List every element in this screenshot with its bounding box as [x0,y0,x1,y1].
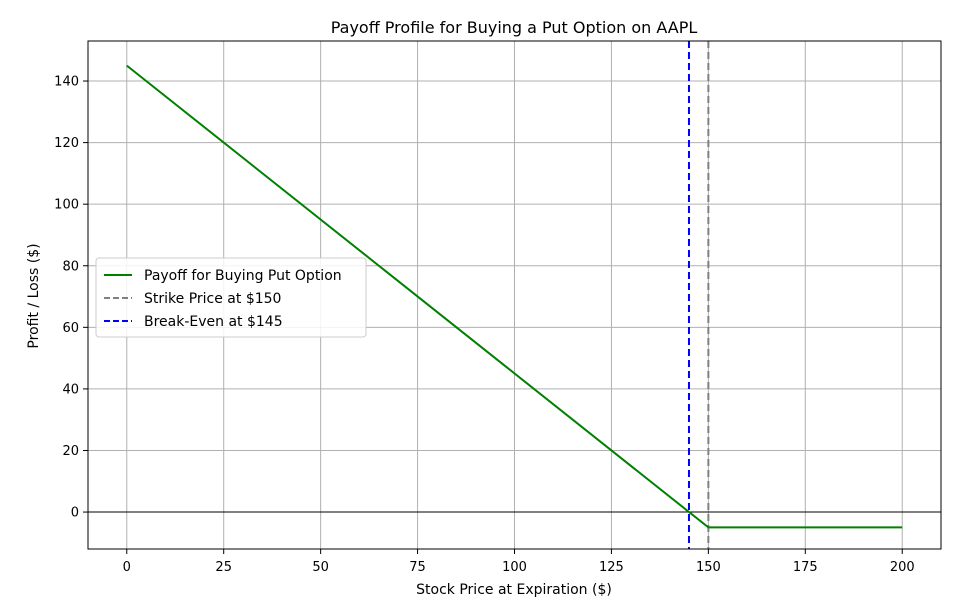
y-tick-label: 60 [62,321,79,336]
x-axis-ticks: 0 25 50 75 100 125 150 175 200 [123,549,915,575]
y-tick-label: 140 [54,75,79,90]
y-tick-label: 20 [62,444,79,459]
y-tick-label: 0 [71,506,79,521]
y-tick-label: 80 [62,259,79,274]
x-tick-label: 150 [696,560,721,575]
x-tick-label: 125 [599,560,624,575]
legend-entry-label: Break-Even at $145 [144,314,283,330]
legend-box [95,257,367,338]
x-tick-label: 0 [123,560,131,575]
legend: Payoff for Buying Put Option Strike Price… [95,257,367,338]
y-tick-label: 120 [54,136,79,151]
series-lines [126,64,903,529]
x-axis-label: Stock Price at Expiration ($) [416,582,612,598]
chart-title: Payoff Profile for Buying a Put Option o… [331,18,698,37]
y-axis-label: Profit / Loss ($) [26,243,42,348]
x-tick-label: 200 [890,560,915,575]
y-tick-label: 100 [54,198,79,213]
legend-entry-label: Payoff for Buying Put Option [144,268,342,284]
y-tick-label: 40 [62,382,79,397]
y-axis-ticks: 0 20 40 60 80 100 120 140 [54,75,88,521]
x-tick-label: 75 [409,560,426,575]
legend-entry-label: Strike Price at $150 [144,291,281,307]
x-tick-label: 100 [502,560,527,575]
payoff-line [126,64,903,529]
x-tick-label: 175 [793,560,818,575]
reference-lines [88,41,941,549]
x-tick-label: 50 [312,560,329,575]
x-tick-label: 25 [215,560,232,575]
